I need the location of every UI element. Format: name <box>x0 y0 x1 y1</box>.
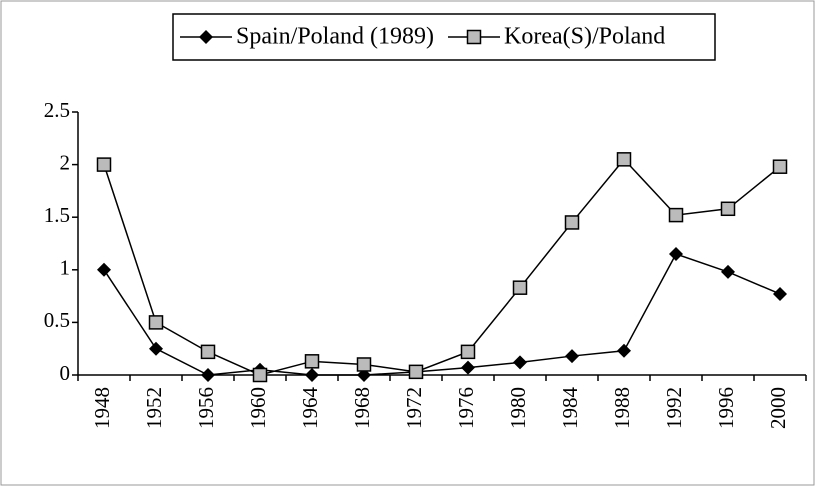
y-tick-label: 2 <box>60 150 71 174</box>
legend-label: Korea(S)/Poland <box>504 24 665 50</box>
x-tick-label: 1960 <box>246 387 270 429</box>
x-tick-label: 1992 <box>662 387 686 429</box>
x-tick-label: 1964 <box>298 387 322 430</box>
legend-marker <box>466 29 482 45</box>
square-marker <box>408 364 424 380</box>
diamond-marker <box>617 343 631 358</box>
y-tick-label: 0 <box>60 361 71 385</box>
diamond-marker <box>721 264 735 279</box>
x-tick-label: 2000 <box>766 387 790 429</box>
x-tick-label: 1972 <box>402 387 426 429</box>
y-tick-label: 1 <box>60 256 71 280</box>
x-tick-label: 1976 <box>454 387 478 429</box>
square-marker <box>616 152 632 167</box>
x-tick-label: 1984 <box>558 387 582 430</box>
legend-box <box>172 13 716 61</box>
diamond-marker <box>565 349 579 364</box>
legend-marker <box>199 30 213 44</box>
y-tick-label: 0.5 <box>44 308 70 332</box>
series-line <box>103 253 781 376</box>
diamond-marker <box>201 368 215 382</box>
diamond-marker <box>773 286 787 301</box>
square-marker <box>564 215 580 230</box>
diamond-marker <box>513 355 527 370</box>
square-marker <box>720 201 736 217</box>
x-tick-label: 1956 <box>194 387 218 429</box>
x-tick-label: 1952 <box>142 387 166 429</box>
square-marker <box>460 344 476 360</box>
diamond-marker <box>461 360 475 375</box>
square-marker <box>356 357 372 372</box>
square-marker <box>772 159 788 174</box>
square-marker <box>512 280 528 295</box>
x-tick-label: 1988 <box>610 387 634 429</box>
square-marker <box>148 315 164 330</box>
square-marker <box>200 344 216 360</box>
square-marker <box>304 354 320 369</box>
x-tick-label: 1968 <box>350 387 374 429</box>
series-line <box>103 158 781 376</box>
diamond-marker <box>669 247 683 262</box>
y-tick-label: 2.5 <box>44 98 70 122</box>
square-marker <box>252 367 268 383</box>
legend-label: Spain/Poland (1989) <box>236 24 434 50</box>
diamond-marker <box>305 368 319 382</box>
x-tick-label: 1948 <box>90 387 114 429</box>
x-tick-label: 1980 <box>506 387 530 429</box>
diamond-marker <box>149 341 163 356</box>
diamond-marker <box>97 262 111 277</box>
square-marker <box>668 207 684 223</box>
x-tick-label: 1996 <box>714 387 738 429</box>
y-tick-label: 1.5 <box>44 203 70 227</box>
square-marker <box>96 157 112 172</box>
